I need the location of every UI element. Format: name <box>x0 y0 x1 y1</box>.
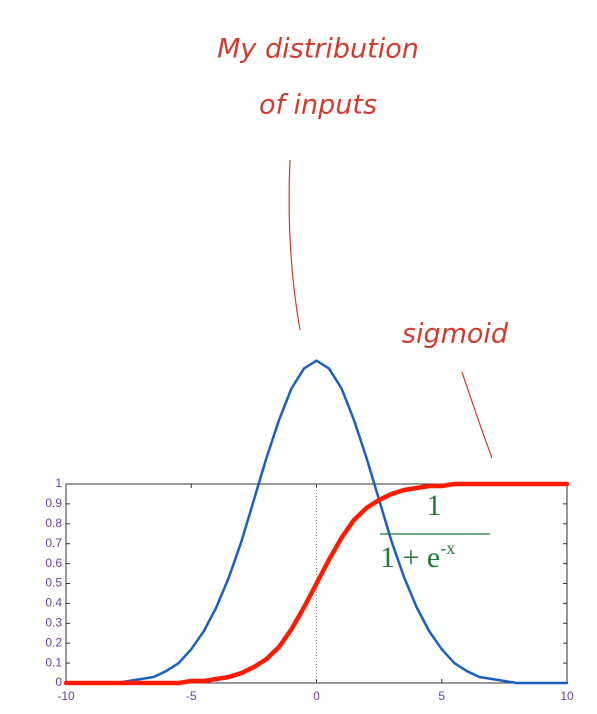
y-tick-label: 0.1 <box>45 655 62 669</box>
y-tick-label: 0.2 <box>45 635 62 649</box>
y-tick-label: 0 <box>55 675 62 689</box>
y-tick-label: 0.9 <box>45 496 62 510</box>
y-tick-label: 0.8 <box>45 516 62 530</box>
y-tick-label: 0.7 <box>45 536 62 550</box>
x-tick-label: 10 <box>560 689 574 703</box>
series-line <box>63 481 570 686</box>
x-tick-label: 0 <box>313 689 320 703</box>
series-line <box>64 359 569 685</box>
y-tick-label: 0.3 <box>45 615 62 629</box>
annotation: sigmoid <box>402 319 509 350</box>
formula-denominator-base: 1 + e <box>380 541 440 574</box>
formula-denominator: 1 + e-x <box>380 538 455 574</box>
x-tick-label: 5 <box>438 689 445 703</box>
y-tick-label: 0.6 <box>45 556 62 570</box>
y-tick-label: 0.4 <box>45 596 62 610</box>
y-tick-label: 1 <box>55 476 62 490</box>
y-tick-label: 0.5 <box>45 576 62 590</box>
annotation: My distribution <box>217 34 419 65</box>
x-tick-label: -10 <box>57 689 75 703</box>
x-tick-label: -5 <box>186 689 197 703</box>
annotation-arrow <box>461 371 493 459</box>
formula-exponent: -x <box>440 538 455 558</box>
annotation: of inputs <box>259 90 377 121</box>
annotation-arrow <box>288 159 301 331</box>
formula-numerator: 1 <box>427 489 442 522</box>
